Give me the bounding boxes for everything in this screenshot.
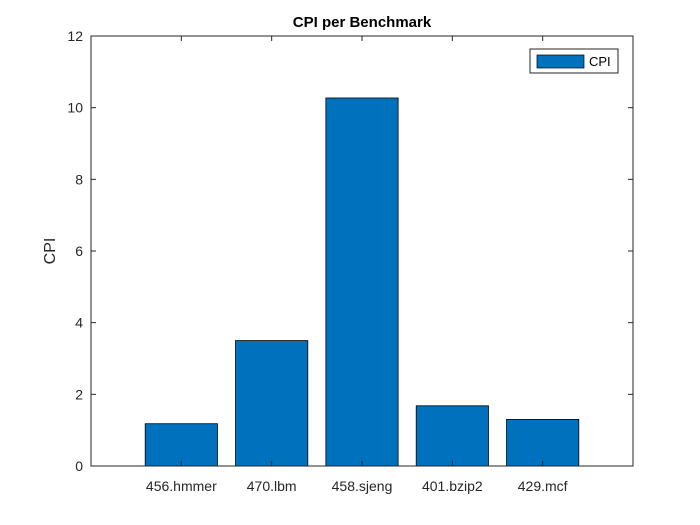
chart-title: CPI per Benchmark <box>293 14 432 31</box>
x-tick-label-456-hmmer: 456.hmmer <box>146 478 217 494</box>
legend-label-cpi: CPI <box>589 54 611 69</box>
y-tick-label-4: 4 <box>75 315 83 331</box>
bar-456-hmmer <box>144 423 218 467</box>
axes-group: 0 2 4 6 8 10 12 456.hmmer 470.lbm 458.sjeng 401.bz… <box>67 28 634 494</box>
bars-group <box>144 97 580 467</box>
x-tick-label-470-lbm: 470.lbm <box>247 478 297 494</box>
y-tick-label-6: 6 <box>75 243 83 259</box>
y-tick-label-0: 0 <box>75 458 83 474</box>
legend: CPI <box>529 48 619 74</box>
y-tick-label-8: 8 <box>75 171 83 187</box>
bar-401-bzip2 <box>415 405 489 467</box>
y-axis-label: CPI <box>42 238 59 265</box>
x-tick-label-429-mcf: 429.mcf <box>518 478 568 494</box>
bar-429-mcf <box>506 419 580 467</box>
legend-swatch <box>536 54 585 69</box>
x-tick-label-401-bzip2: 401.bzip2 <box>422 478 483 494</box>
bar-470-lbm <box>235 340 309 467</box>
y-tick-label-2: 2 <box>75 386 83 402</box>
y-tick-label-12: 12 <box>67 28 83 44</box>
y-tick-label-10: 10 <box>67 100 83 116</box>
bar-458-sjeng <box>325 97 399 467</box>
x-tick-label-458-sjeng: 458.sjeng <box>332 478 393 494</box>
